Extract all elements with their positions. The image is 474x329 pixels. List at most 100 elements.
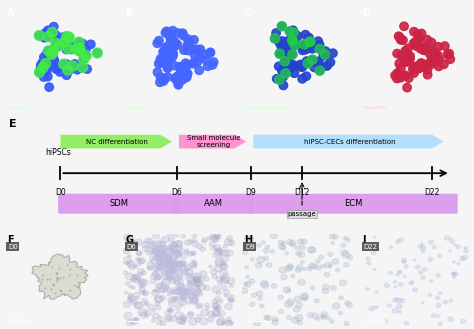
Circle shape	[244, 281, 251, 287]
Circle shape	[193, 289, 201, 296]
Circle shape	[415, 34, 424, 42]
Circle shape	[301, 293, 308, 299]
Circle shape	[74, 46, 84, 56]
Circle shape	[167, 288, 173, 292]
Circle shape	[169, 316, 177, 322]
Circle shape	[135, 296, 139, 300]
Circle shape	[175, 296, 180, 300]
Circle shape	[169, 309, 172, 312]
Circle shape	[42, 59, 51, 67]
Circle shape	[44, 72, 52, 81]
Circle shape	[344, 237, 347, 240]
Circle shape	[177, 318, 183, 324]
Circle shape	[52, 65, 60, 73]
Circle shape	[155, 265, 160, 269]
Circle shape	[135, 279, 140, 283]
Circle shape	[154, 251, 159, 255]
Circle shape	[168, 273, 174, 278]
Circle shape	[423, 65, 432, 74]
Circle shape	[303, 59, 312, 67]
Circle shape	[178, 29, 187, 38]
Circle shape	[182, 317, 187, 321]
Circle shape	[288, 264, 294, 269]
Circle shape	[298, 46, 307, 55]
Circle shape	[41, 29, 49, 37]
Circle shape	[216, 291, 221, 295]
Circle shape	[179, 284, 184, 288]
Circle shape	[172, 271, 178, 275]
Circle shape	[153, 256, 158, 261]
Circle shape	[223, 290, 230, 295]
Circle shape	[178, 298, 187, 306]
Circle shape	[128, 254, 131, 258]
Text: OCT4/DAPI: OCT4/DAPI	[7, 106, 29, 110]
Circle shape	[175, 307, 180, 310]
Circle shape	[301, 30, 310, 39]
Circle shape	[282, 38, 290, 47]
Circle shape	[181, 254, 186, 259]
Text: hiPSC-CECs differentiation: hiPSC-CECs differentiation	[304, 139, 395, 145]
Circle shape	[228, 295, 236, 302]
Circle shape	[53, 37, 62, 45]
Circle shape	[212, 310, 219, 316]
Circle shape	[305, 37, 314, 46]
Circle shape	[300, 40, 309, 49]
Circle shape	[155, 284, 162, 289]
Circle shape	[134, 275, 138, 279]
Circle shape	[160, 47, 168, 55]
Circle shape	[341, 250, 348, 256]
Circle shape	[325, 262, 331, 268]
Circle shape	[331, 286, 336, 290]
Circle shape	[300, 245, 305, 250]
Circle shape	[219, 251, 223, 255]
Circle shape	[200, 271, 207, 277]
Text: D9: D9	[245, 244, 255, 250]
Circle shape	[208, 61, 217, 69]
Circle shape	[185, 285, 193, 292]
FancyBboxPatch shape	[248, 194, 457, 214]
Circle shape	[432, 245, 436, 249]
Circle shape	[169, 269, 175, 273]
Circle shape	[315, 42, 323, 51]
Circle shape	[169, 263, 174, 267]
Circle shape	[241, 288, 247, 293]
Circle shape	[410, 69, 418, 77]
Circle shape	[44, 33, 53, 41]
Circle shape	[438, 322, 442, 325]
Circle shape	[401, 55, 410, 64]
Circle shape	[196, 244, 202, 249]
Circle shape	[161, 43, 170, 52]
Circle shape	[192, 292, 198, 296]
Circle shape	[172, 75, 180, 83]
Circle shape	[246, 236, 254, 242]
Circle shape	[129, 285, 132, 288]
Circle shape	[195, 318, 201, 322]
Circle shape	[179, 288, 184, 292]
Circle shape	[167, 246, 173, 251]
Circle shape	[173, 273, 179, 278]
Circle shape	[173, 250, 177, 253]
Circle shape	[164, 275, 170, 280]
FancyArrow shape	[253, 135, 444, 148]
Circle shape	[278, 22, 286, 31]
Circle shape	[435, 56, 444, 64]
Circle shape	[156, 73, 164, 81]
Circle shape	[69, 61, 77, 69]
Circle shape	[42, 58, 51, 66]
Circle shape	[145, 301, 149, 305]
Circle shape	[131, 318, 139, 325]
Circle shape	[196, 285, 200, 288]
Circle shape	[295, 315, 303, 321]
Circle shape	[305, 38, 314, 46]
Text: D12: D12	[294, 188, 310, 197]
Circle shape	[162, 236, 169, 242]
Circle shape	[296, 251, 301, 256]
Circle shape	[218, 281, 222, 285]
Text: ECM: ECM	[344, 199, 362, 208]
Circle shape	[63, 71, 71, 79]
Circle shape	[42, 64, 51, 73]
Circle shape	[410, 27, 418, 36]
Circle shape	[158, 316, 163, 320]
Circle shape	[132, 286, 135, 289]
Circle shape	[168, 48, 177, 57]
